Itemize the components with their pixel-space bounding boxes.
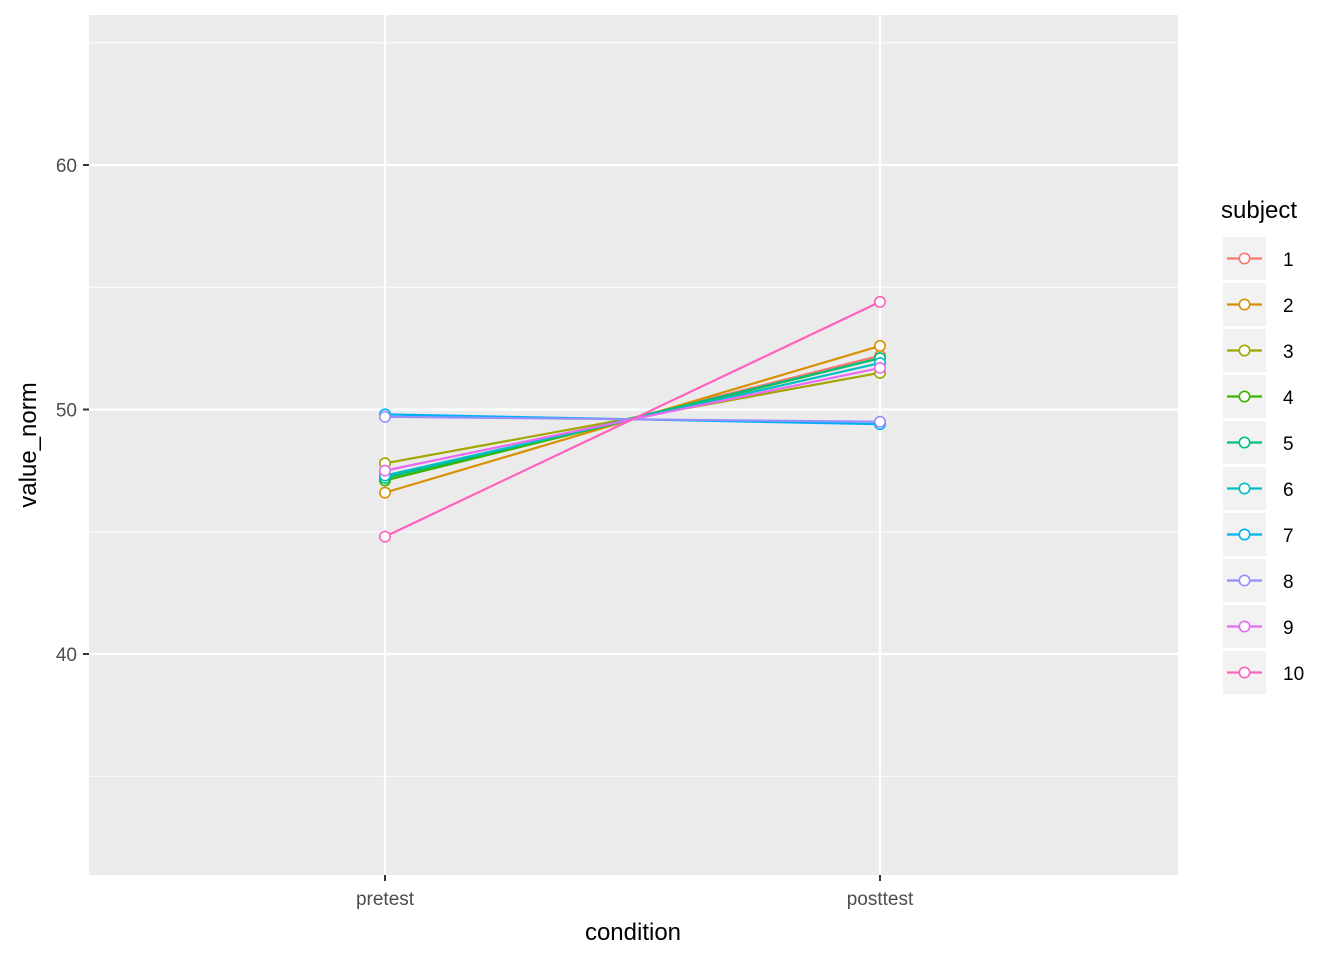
legend-point-icon — [1238, 620, 1251, 633]
grid-lines — [89, 15, 1178, 875]
legend-point-icon — [1238, 436, 1251, 449]
x-tick-label: pretest — [356, 889, 415, 910]
legend-label: 10 — [1283, 664, 1304, 685]
data-point — [378, 464, 391, 477]
data-point — [378, 410, 391, 423]
legend-label: 6 — [1283, 480, 1294, 501]
legend-item-5: 5 — [1223, 421, 1294, 464]
legend-point-icon — [1238, 666, 1251, 679]
legend-point-icon — [1238, 298, 1251, 311]
x-tick-label: posttest — [847, 889, 914, 910]
legend-label: 3 — [1283, 342, 1294, 363]
data-series — [378, 295, 886, 543]
data-point — [873, 361, 886, 374]
data-point — [873, 295, 886, 308]
series-line — [384, 357, 881, 480]
series-subject-5 — [384, 357, 881, 480]
legend-point-icon — [1238, 482, 1251, 495]
legend-title: subject — [1221, 197, 1297, 224]
legend-point-icon — [1238, 574, 1251, 587]
legend-label: 4 — [1283, 388, 1294, 409]
x-axis: pretest posttest — [356, 875, 914, 910]
y-axis: 40 50 60 — [56, 156, 89, 666]
series-line — [384, 300, 881, 538]
legend-label: 9 — [1283, 618, 1294, 639]
y-tick-label: 60 — [56, 156, 77, 177]
plot-panel — [89, 15, 1178, 875]
data-point — [378, 530, 391, 543]
legend-label: 7 — [1283, 526, 1294, 547]
legend-label: 2 — [1283, 296, 1294, 317]
series-subject-10 — [384, 300, 881, 538]
x-axis-title: condition — [585, 919, 681, 946]
legend-item-8: 8 — [1223, 559, 1294, 602]
legend-item-10: 10 — [1223, 651, 1304, 694]
legend-item-2: 2 — [1223, 283, 1294, 326]
legend-item-1: 1 — [1223, 237, 1294, 280]
legend-label: 5 — [1283, 434, 1294, 455]
legend-point-icon — [1238, 528, 1251, 541]
y-tick-label: 40 — [56, 645, 77, 666]
legend-point-icon — [1238, 344, 1251, 357]
legend-item-7: 7 — [1223, 513, 1294, 556]
data-point — [873, 339, 886, 352]
legend-point-icon — [1238, 252, 1251, 265]
legend-item-3: 3 — [1223, 329, 1294, 372]
legend-item-6: 6 — [1223, 467, 1294, 510]
data-point — [873, 415, 886, 428]
legend-label: 8 — [1283, 572, 1294, 593]
legend: 1 2 3 4 5 6 7 8 9 10 — [1223, 237, 1304, 694]
data-point — [378, 486, 391, 499]
legend-point-icon — [1238, 390, 1251, 403]
y-tick-label: 50 — [56, 401, 77, 422]
legend-item-9: 9 — [1223, 605, 1294, 648]
legend-label: 1 — [1283, 250, 1294, 271]
y-axis-title: value_norm — [15, 382, 42, 507]
legend-item-4: 4 — [1223, 375, 1294, 418]
